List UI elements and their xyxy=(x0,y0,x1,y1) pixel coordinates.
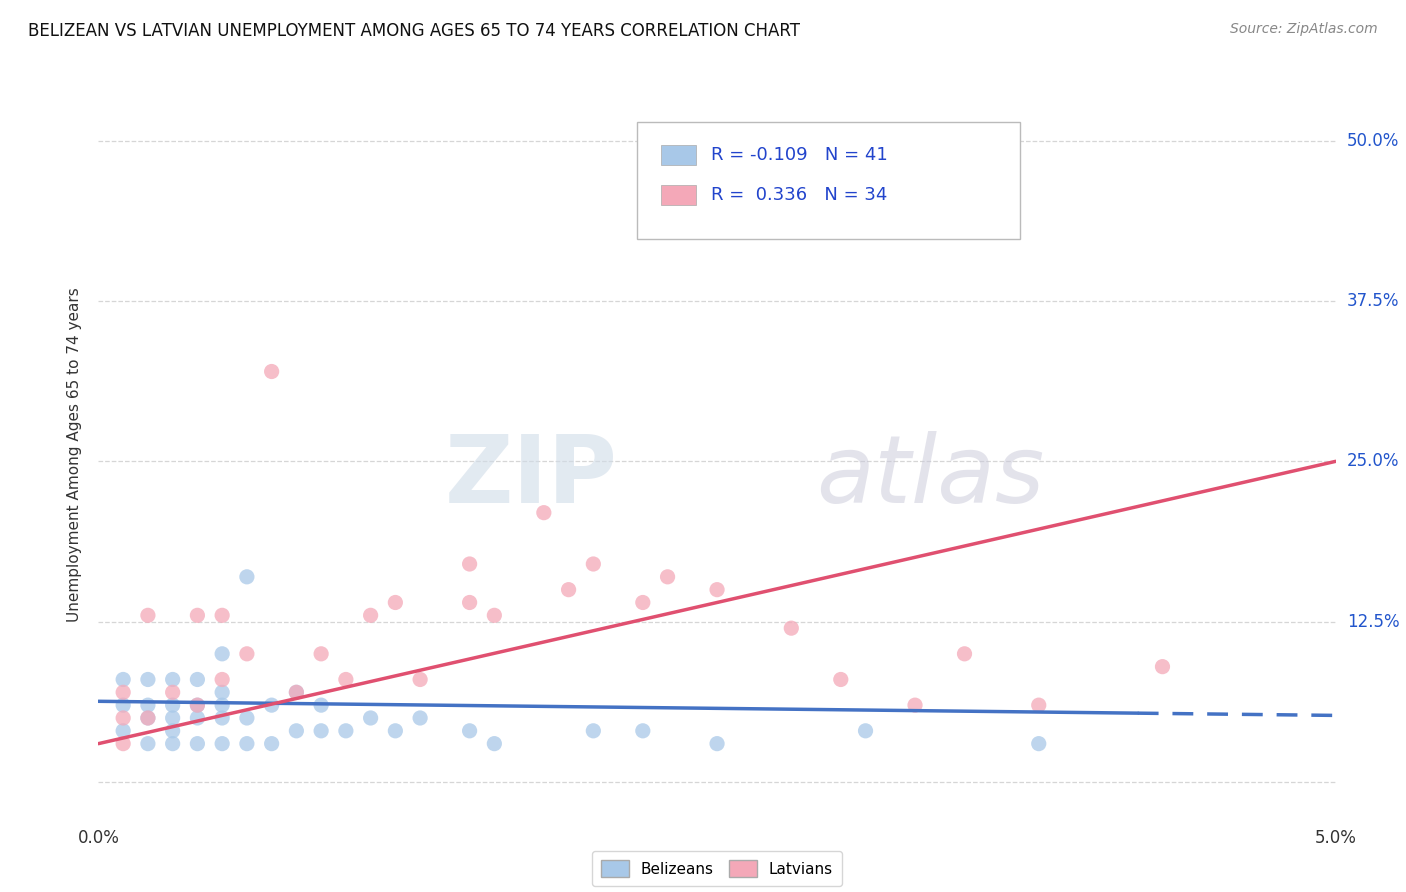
Text: R =  0.336   N = 34: R = 0.336 N = 34 xyxy=(711,186,887,204)
FancyBboxPatch shape xyxy=(637,122,1021,239)
Point xyxy=(162,685,184,699)
Point xyxy=(631,595,654,609)
Text: atlas: atlas xyxy=(815,432,1045,523)
Point xyxy=(211,711,233,725)
Point xyxy=(162,711,184,725)
Point xyxy=(309,698,332,713)
Point xyxy=(1028,698,1050,713)
Point xyxy=(384,723,406,738)
Text: ZIP: ZIP xyxy=(446,431,619,523)
Point xyxy=(162,737,184,751)
Point xyxy=(557,582,579,597)
Point xyxy=(162,673,184,687)
Point xyxy=(657,570,679,584)
Point xyxy=(236,647,259,661)
Point xyxy=(186,698,208,713)
Point xyxy=(136,608,159,623)
Point xyxy=(211,647,233,661)
Point xyxy=(260,364,283,378)
Point xyxy=(285,685,308,699)
Point xyxy=(136,673,159,687)
Point xyxy=(112,711,135,725)
Point xyxy=(1152,659,1174,673)
Point xyxy=(260,698,283,713)
Point xyxy=(186,711,208,725)
Point xyxy=(582,557,605,571)
Point xyxy=(309,647,332,661)
Point xyxy=(112,723,135,738)
Y-axis label: Unemployment Among Ages 65 to 74 years: Unemployment Among Ages 65 to 74 years xyxy=(67,287,83,623)
Legend: Belizeans, Latvians: Belizeans, Latvians xyxy=(592,851,842,886)
Point xyxy=(953,647,976,661)
Text: R = -0.109   N = 41: R = -0.109 N = 41 xyxy=(711,146,887,164)
Text: BELIZEAN VS LATVIAN UNEMPLOYMENT AMONG AGES 65 TO 74 YEARS CORRELATION CHART: BELIZEAN VS LATVIAN UNEMPLOYMENT AMONG A… xyxy=(28,22,800,40)
Point xyxy=(285,685,308,699)
Text: 37.5%: 37.5% xyxy=(1347,292,1399,310)
Point xyxy=(162,723,184,738)
Point xyxy=(458,595,481,609)
Point xyxy=(136,711,159,725)
Point xyxy=(780,621,803,635)
Point xyxy=(260,737,283,751)
Point xyxy=(112,737,135,751)
Point xyxy=(236,711,259,725)
Point xyxy=(162,698,184,713)
Point xyxy=(533,506,555,520)
Point xyxy=(855,723,877,738)
Point xyxy=(211,673,233,687)
Point xyxy=(360,608,382,623)
Point xyxy=(681,172,703,186)
Text: 25.0%: 25.0% xyxy=(1347,452,1399,470)
Point xyxy=(186,673,208,687)
Point xyxy=(112,685,135,699)
Point xyxy=(112,698,135,713)
Point xyxy=(360,711,382,725)
Text: Source: ZipAtlas.com: Source: ZipAtlas.com xyxy=(1230,22,1378,37)
Point xyxy=(384,595,406,609)
Point xyxy=(186,698,208,713)
Point xyxy=(136,698,159,713)
Point xyxy=(458,557,481,571)
Point xyxy=(1028,737,1050,751)
Point xyxy=(186,608,208,623)
Point xyxy=(582,723,605,738)
Point xyxy=(186,737,208,751)
Point xyxy=(904,698,927,713)
Point xyxy=(236,737,259,751)
Point xyxy=(335,673,357,687)
FancyBboxPatch shape xyxy=(661,145,696,165)
Point xyxy=(409,711,432,725)
Point xyxy=(706,582,728,597)
Point xyxy=(211,698,233,713)
Point xyxy=(309,723,332,738)
FancyBboxPatch shape xyxy=(661,185,696,205)
Point xyxy=(484,608,506,623)
Point xyxy=(211,685,233,699)
Point xyxy=(631,723,654,738)
Point xyxy=(484,737,506,751)
Point xyxy=(112,673,135,687)
Point xyxy=(409,673,432,687)
Point xyxy=(236,570,259,584)
Point xyxy=(211,737,233,751)
Point xyxy=(136,711,159,725)
Point xyxy=(211,608,233,623)
Point xyxy=(458,723,481,738)
Point xyxy=(706,737,728,751)
Point xyxy=(136,737,159,751)
Point xyxy=(830,673,852,687)
Text: 50.0%: 50.0% xyxy=(1347,131,1399,150)
Point xyxy=(285,723,308,738)
Text: 12.5%: 12.5% xyxy=(1347,613,1399,631)
Point xyxy=(335,723,357,738)
